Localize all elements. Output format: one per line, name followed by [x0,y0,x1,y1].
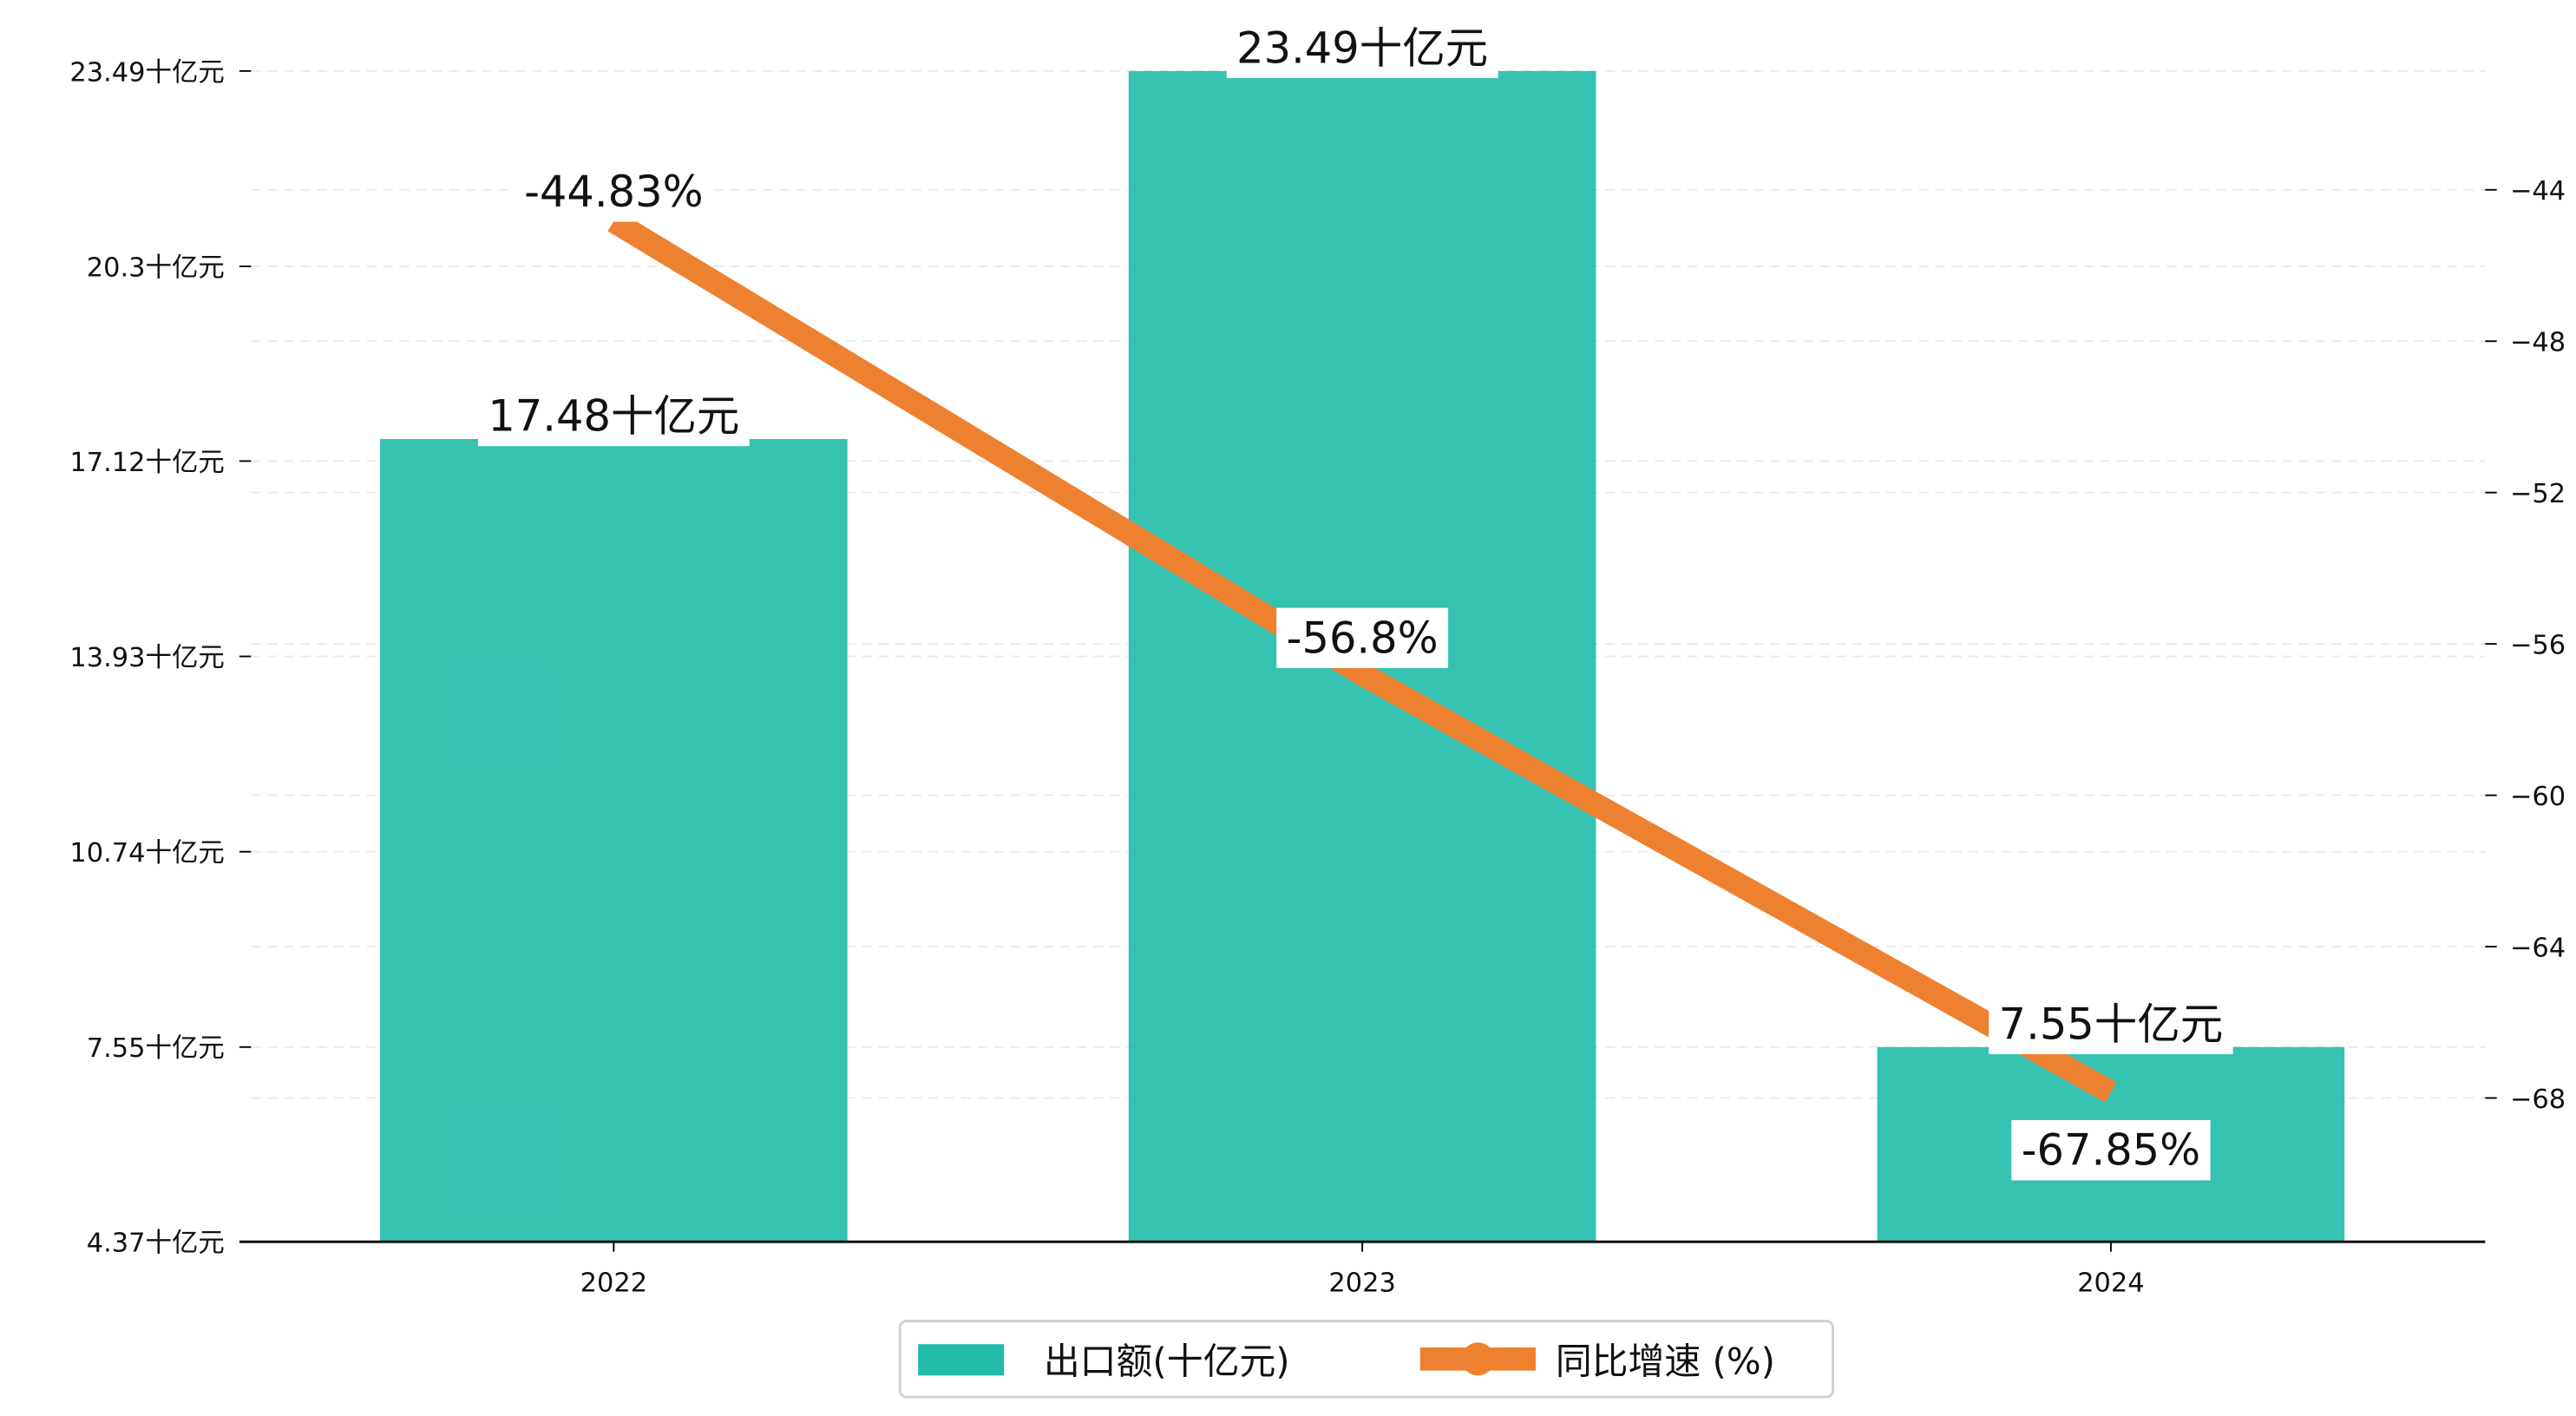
left-tick-label: 23.49十亿元 [69,57,224,88]
growth-value-label-bg [514,161,714,222]
growth-value-label-bg [1276,607,1449,668]
x-tick-label: 2022 [580,1268,647,1298]
legend: 出口额(十亿元) 同比增速 (%) [898,1320,1834,1399]
right-tick-label: −48 [2510,328,2566,358]
growth-line [607,211,2117,1103]
bar-2022 [380,438,848,1242]
legend-box [898,1320,1834,1399]
growth-value-label: -56.8% [1276,607,1449,668]
x-tick-label: 2023 [1328,1268,1395,1298]
bar-value-label-bg [1989,993,2233,1054]
left-tick-label: 4.37十亿元 [87,1229,225,1259]
growth-line-path [607,211,2117,1103]
growth-value-label-text: -44.83% [524,167,703,217]
growth-value-label: -44.83% [514,161,714,222]
growth-value-label-text: -67.85% [2022,1125,2200,1176]
right-tick-label: −68 [2510,1085,2566,1115]
left-tick-label: 10.74十亿元 [69,838,224,869]
right-tick-label: −44 [2510,176,2566,206]
bar-value-label-text: 23.49十亿元 [1236,23,1488,73]
left-tick-label: 20.3十亿元 [87,252,225,283]
bar-value-label: 23.49十亿元 [1226,17,1498,79]
right-tick-label: −52 [2510,479,2566,509]
bars [380,70,2345,1242]
bar-value-label-text: 17.48十亿元 [488,390,739,441]
legend-bar-swatch [918,1344,1005,1376]
left-tick-label: 17.12十亿元 [69,448,224,478]
growth-value-label: -67.85% [2011,1119,2211,1181]
growth-value-label-bg [2011,1119,2211,1181]
legend-label-growth: 同比增速 (%) [1556,1340,1775,1382]
right-tick-label: −64 [2510,933,2566,963]
x-tick-label: 2024 [2077,1268,2144,1298]
bar-value-label-bg [477,385,750,447]
bar-value-label-bg [1226,17,1498,79]
growth-value-label-text: -56.8% [1287,613,1439,663]
bar-value-label: 17.48十亿元 [477,385,750,447]
right-tick-label: −60 [2510,782,2566,812]
left-tick-label: 7.55十亿元 [87,1033,225,1064]
bar-value-label-text: 7.55十亿元 [1999,999,2224,1049]
axes: 4.37十亿元 7.55十亿元 10.74十亿元 13.93十亿元 17.12十亿元 20… [69,57,2566,1298]
right-tick-label: −56 [2510,631,2566,661]
data-labels: 17.48十亿元 23.49十亿元 7.55十亿元 -44.83% -56.8% -67.… [477,17,2233,1181]
left-tick-label: 13.93十亿元 [69,643,224,673]
bar-value-label: 7.55十亿元 [1989,993,2233,1054]
legend-label-export: 出口额(十亿元) [1044,1340,1290,1382]
legend-line-marker [1461,1342,1495,1376]
